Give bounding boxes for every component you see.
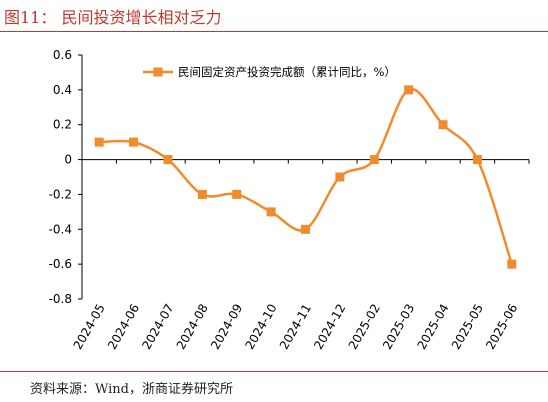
data-point-marker [129,137,139,147]
x-tick-label: 2024-11 [277,302,314,352]
data-point-marker [232,189,242,199]
x-tick-label: 2024-06 [105,302,142,352]
figure-title: 图11： 民间投资增长相对乏力 [4,8,222,27]
y-tick-label: -0.4 [49,222,72,236]
x-tick-label: 2025-02 [346,302,383,352]
x-tick-label: 2025-05 [449,302,486,352]
y-tick-label: 0.2 [53,118,72,132]
series-line [99,87,513,265]
data-point-marker [163,155,173,165]
x-tick-label: 2024-05 [71,302,108,352]
x-tick-label: 2024-10 [243,302,280,352]
data-point-marker [197,189,207,199]
chart-legend: 民间固定资产投资完成额（累计同比，%） [143,65,396,79]
title-divider [0,31,548,32]
x-tick-label: 2025-03 [380,302,417,352]
x-tick-label: 2024-09 [208,302,245,352]
data-point-marker [472,155,482,165]
legend-marker-swatch [153,67,163,77]
chart-series [94,85,517,269]
data-point-marker [404,85,414,95]
x-tick-label: 2025-04 [414,302,451,352]
x-tick-label: 2024-12 [311,302,348,352]
data-point-marker [438,120,448,130]
chart-axes [81,55,529,299]
x-tick-label: 2024-08 [174,302,211,352]
data-point-marker [94,137,104,147]
line-chart: -0.8-0.6-0.4-0.200.20.40.6 2024-052024-0… [49,48,530,352]
y-tick-label: 0.4 [53,83,72,97]
x-tick-label: 2025-06 [483,302,520,352]
y-axis-ticks: -0.8 -0.6 -0.4 -0.2 0 0.2 0.4 0.6 [49,48,82,306]
footer-divider [0,371,548,372]
data-point-marker [301,224,310,234]
legend-label: 民间固定资产投资完成额（累计同比，%） [178,65,396,79]
y-tick-label: -0.6 [49,257,72,271]
data-point-marker [266,207,276,217]
x-tick-label: 2024-07 [139,302,176,352]
y-tick-label: -0.8 [49,292,72,306]
data-point-marker [507,259,517,269]
x-axis-ticks: 2024-052024-062024-072024-082024-092024-… [71,159,530,352]
y-tick-label: -0.2 [49,187,72,201]
source-note: 资料来源：Wind，浙商证券研究所 [30,382,233,397]
y-tick-label: 0.6 [53,48,72,62]
data-point-marker [369,155,379,165]
data-point-marker [335,172,345,182]
y-tick-label: 0 [64,153,72,167]
